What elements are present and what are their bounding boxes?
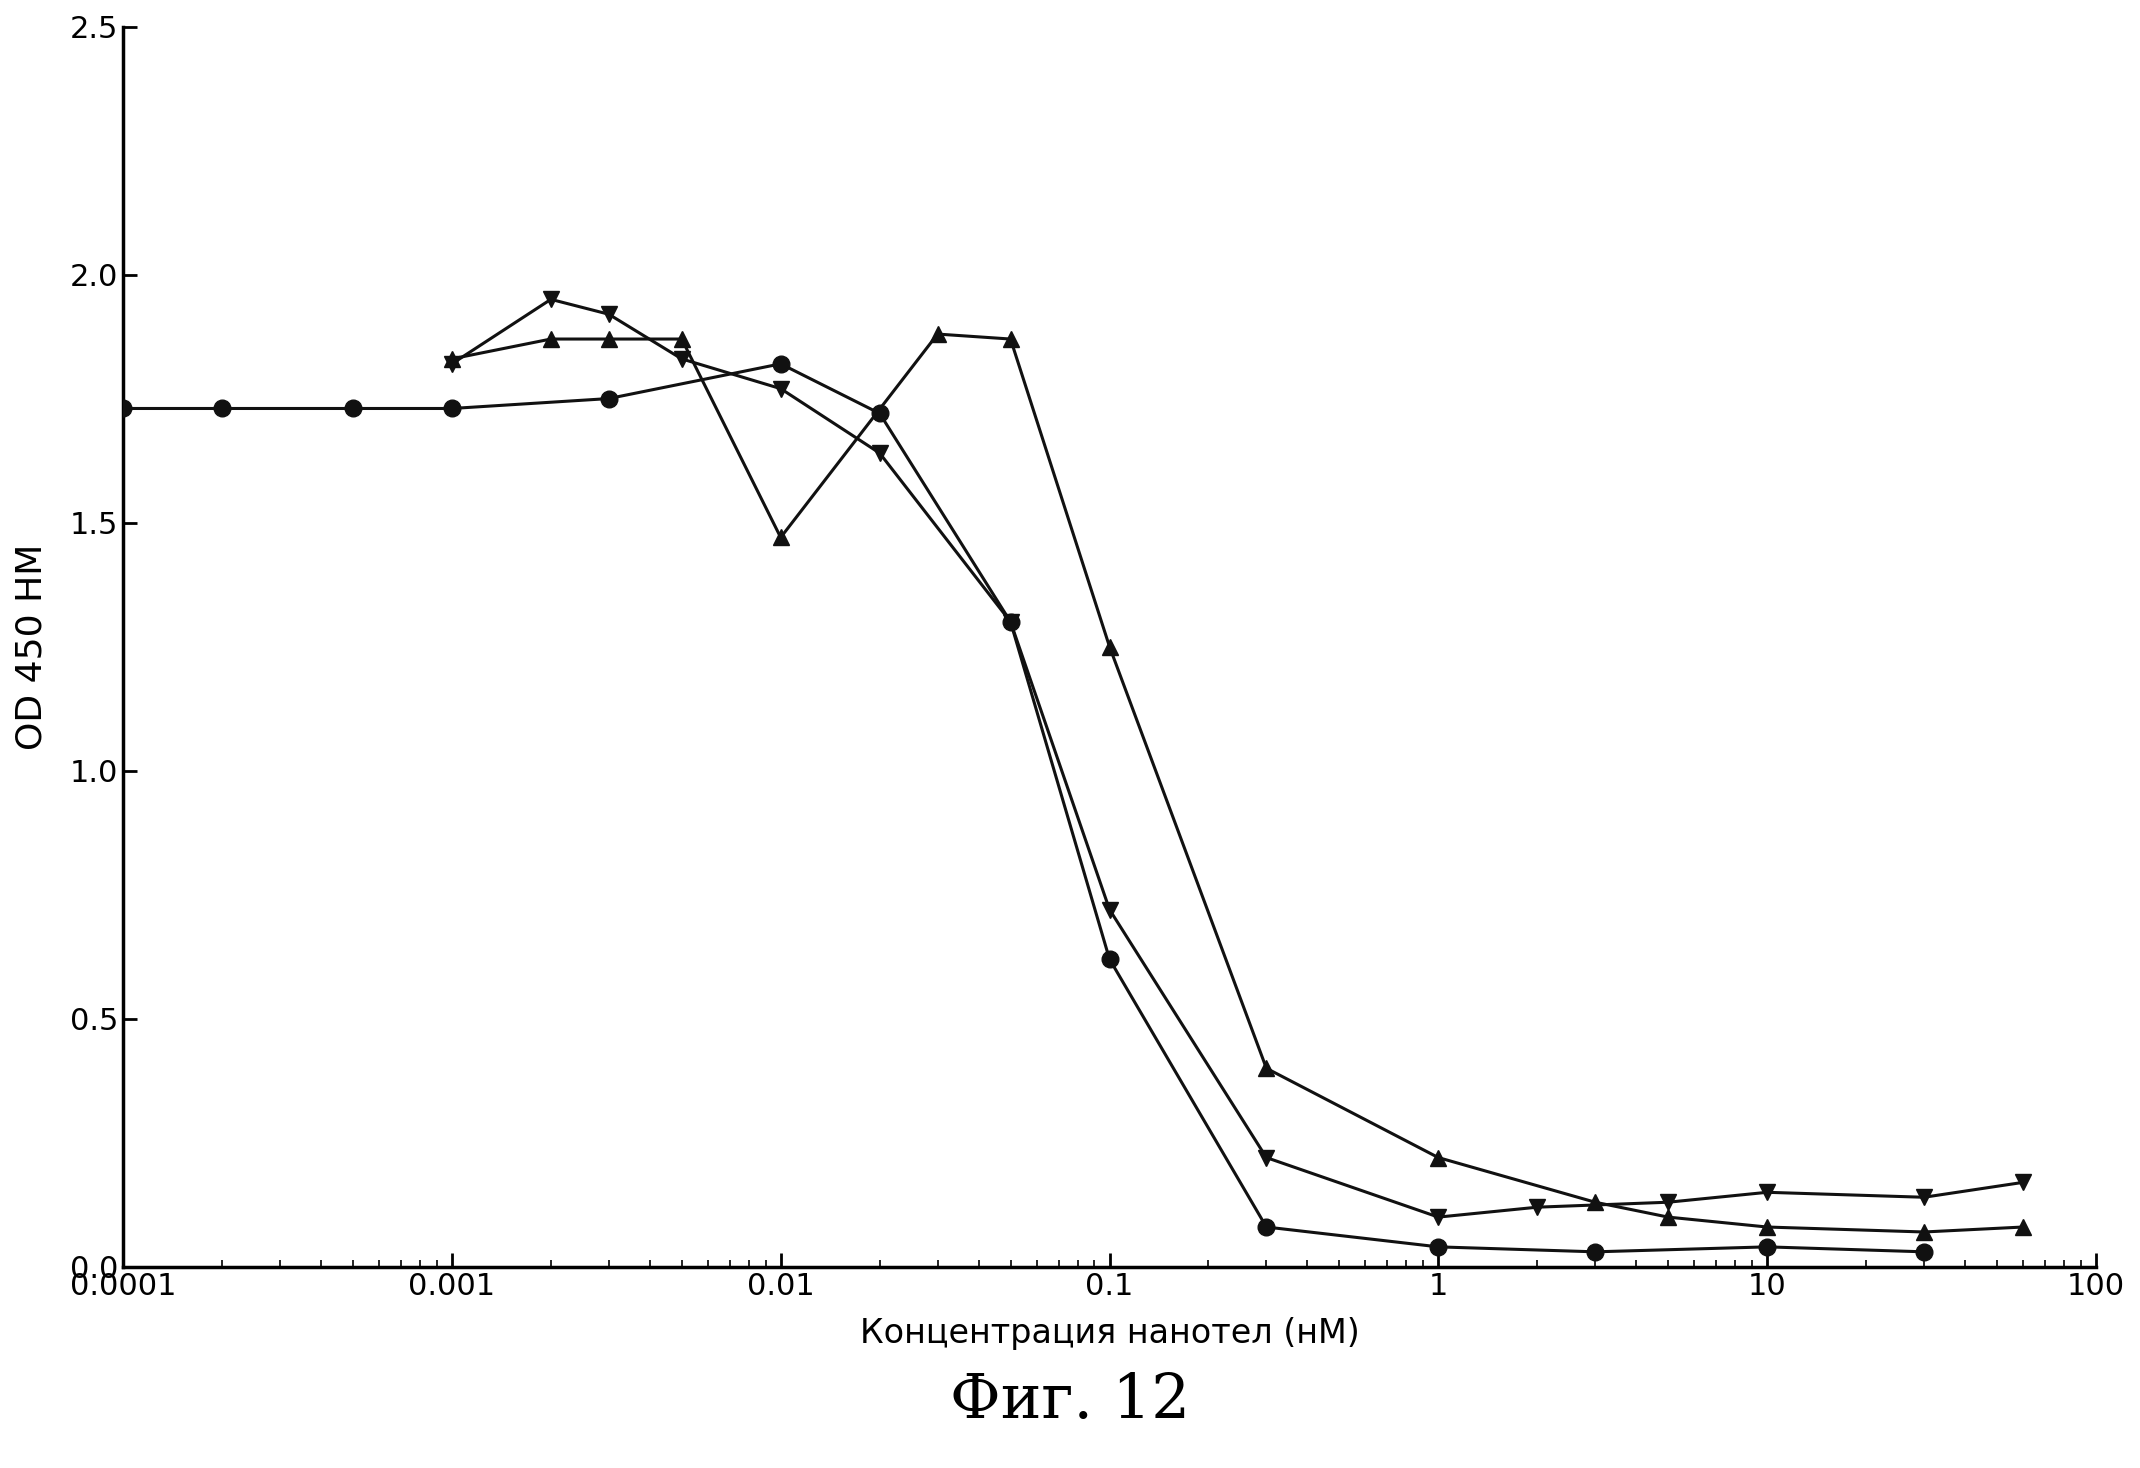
Text: Фиг. 12: Фиг. 12	[950, 1371, 1190, 1431]
Y-axis label: OD 450 НМ: OD 450 НМ	[15, 543, 49, 750]
X-axis label: Концентрация нанотел (нМ): Концентрация нанотел (нМ)	[860, 1317, 1359, 1351]
